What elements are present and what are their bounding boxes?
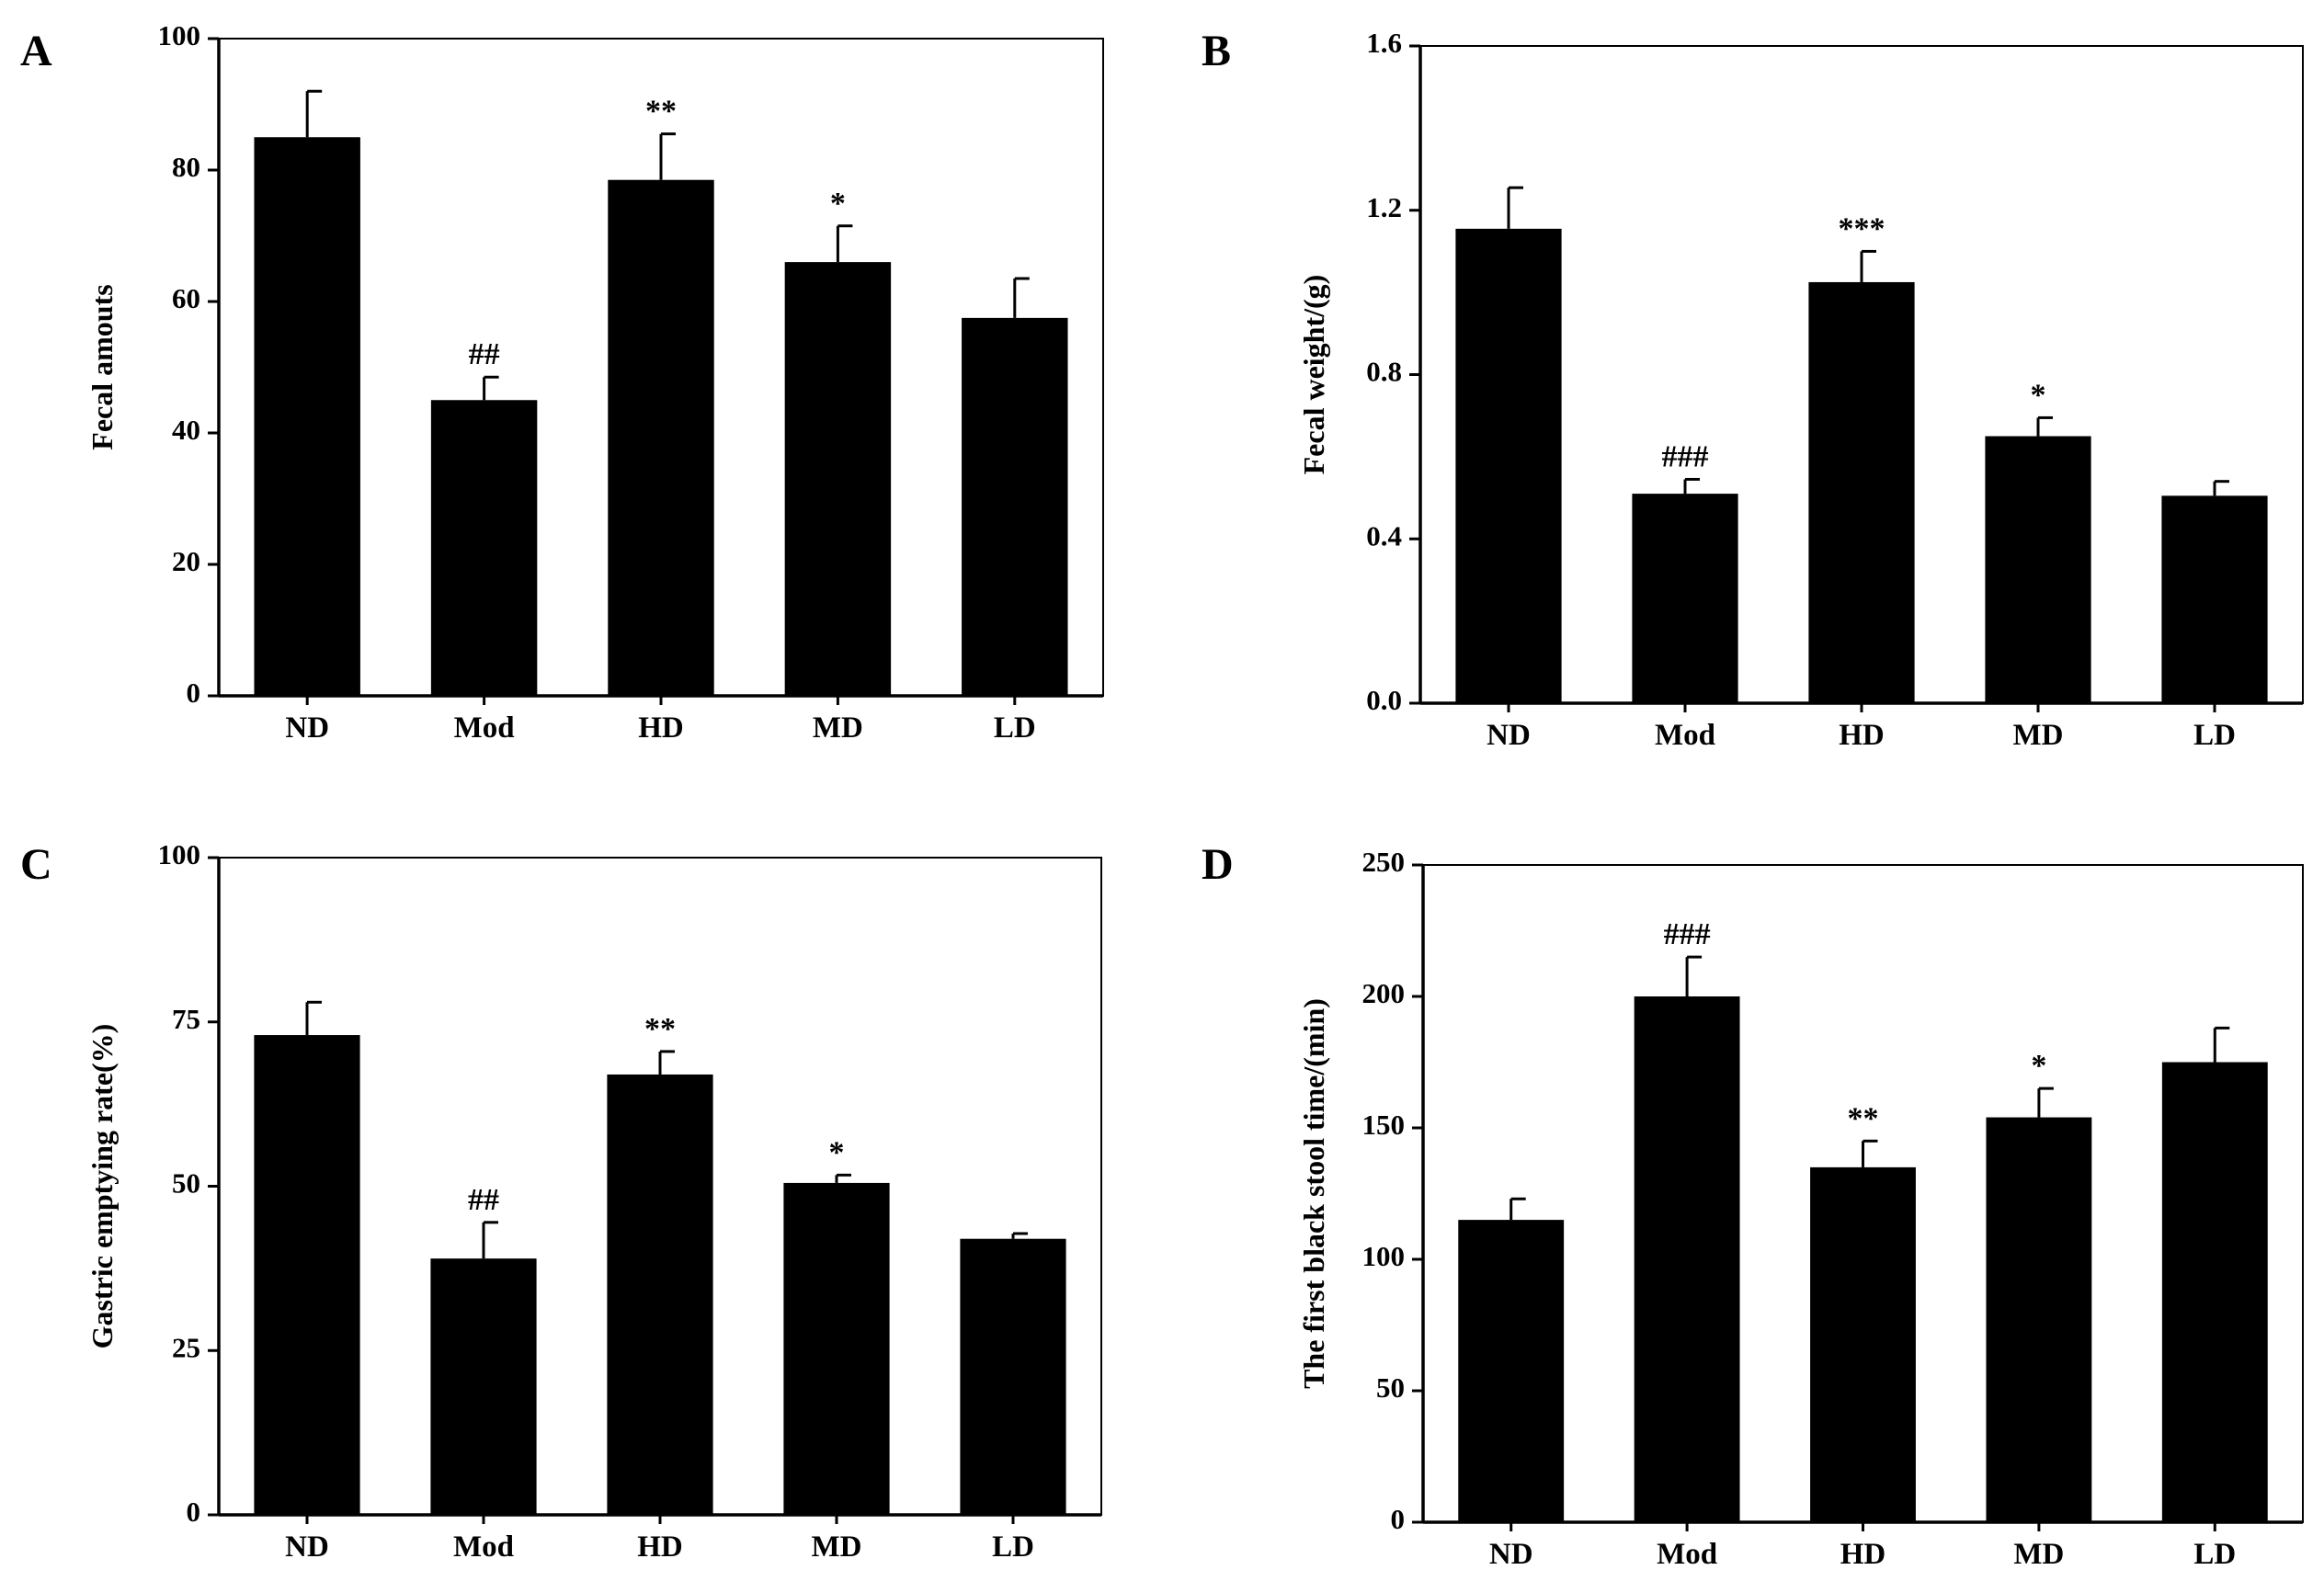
x-tick-label-hd: HD — [637, 1530, 683, 1564]
bar-hd — [1810, 1166, 1916, 1522]
bar-ld — [962, 317, 1068, 696]
y-tick-label: 150 — [1362, 1109, 1406, 1141]
y-tick-label: 0.8 — [1366, 356, 1402, 388]
bar-ld — [2161, 495, 2268, 703]
panel-label: B — [1202, 27, 1231, 75]
y-axis-label: Fecal weight/(g) — [1297, 275, 1330, 475]
y-tick-label: 250 — [1362, 846, 1406, 878]
significance-mark: * — [2031, 378, 2046, 412]
significance-mark: * — [829, 1135, 845, 1169]
panel-label: C — [20, 840, 52, 889]
significance-mark: * — [830, 187, 846, 221]
bar-mod — [1632, 494, 1738, 703]
y-tick-label: 100 — [158, 19, 201, 51]
chart-panel-b: B Fecal weight/(g) 0.0 0.4 0.8 1.2 1.6 ND ### Mod… — [1202, 27, 2304, 752]
bar-hd — [608, 179, 714, 697]
x-tick-label-ld: LD — [992, 1530, 1034, 1564]
bar-nd — [1455, 228, 1562, 703]
y-axis-label: The first black stool time/(min) — [1297, 998, 1330, 1389]
bar-ld — [2161, 1062, 2268, 1522]
x-tick-label-mod: Mod — [1655, 719, 1715, 752]
x-tick-label-md: MD — [2013, 719, 2064, 752]
significance-mark: ** — [644, 1012, 676, 1046]
x-tick-label-nd: ND — [1489, 1538, 1533, 1570]
x-tick-label-nd: ND — [285, 711, 329, 745]
y-tick-label: 50 — [172, 1167, 200, 1200]
panel-label: A — [20, 27, 52, 75]
significance-mark: ### — [1664, 917, 1711, 951]
x-tick-label-ld: LD — [2193, 1538, 2236, 1570]
bar-hd — [607, 1074, 713, 1515]
x-tick-label-mod: Mod — [453, 1530, 514, 1564]
y-tick-label: 80 — [172, 151, 200, 183]
bar-nd — [254, 137, 360, 696]
y-tick-label: 50 — [1376, 1371, 1405, 1404]
x-tick-label-nd: ND — [285, 1530, 329, 1564]
y-tick-label: 1.2 — [1366, 191, 1402, 223]
x-tick-label-hd: HD — [638, 711, 684, 745]
y-axis-label: Gastric emptying rate(%) — [85, 1024, 119, 1349]
x-tick-label-nd: ND — [1487, 719, 1531, 752]
x-tick-label-ld: LD — [994, 711, 1036, 745]
bar-ld — [960, 1238, 1066, 1515]
y-tick-label: 1.6 — [1366, 27, 1402, 59]
y-tick-label: 40 — [172, 414, 200, 446]
x-tick-label-hd: HD — [1839, 719, 1885, 752]
chart-panel-d: D The first black stool time/(min) 0 50 100 1… — [1202, 840, 2304, 1570]
chart-panel-c: C Gastric emptying rate(%) 0 25 50 75 100 ND ## M… — [20, 838, 1102, 1564]
y-tick-label: 0 — [187, 1496, 201, 1528]
bar-nd — [1458, 1220, 1565, 1522]
significance-mark: ### — [1662, 439, 1709, 473]
y-tick-label: 200 — [1362, 977, 1406, 1009]
bar-md — [784, 262, 892, 696]
bar-hd — [1808, 281, 1915, 703]
x-tick-label-md: MD — [813, 711, 863, 745]
x-tick-label-md: MD — [812, 1530, 862, 1564]
y-tick-label: 0 — [187, 677, 201, 709]
y-tick-label: 60 — [172, 282, 200, 314]
bar-mod — [1634, 996, 1740, 1522]
bar-md — [783, 1182, 890, 1515]
bar-md — [1986, 1117, 2092, 1522]
x-tick-label-md: MD — [2013, 1538, 2064, 1570]
y-axis-label: Fecal amouts — [85, 284, 119, 449]
y-tick-label: 0.4 — [1366, 519, 1402, 552]
bar-mod — [430, 400, 538, 696]
significance-mark: ** — [1848, 1101, 1879, 1135]
x-tick-label-hd: HD — [1840, 1538, 1886, 1570]
y-tick-label: 0 — [1391, 1503, 1406, 1535]
x-tick-label-mod: Mod — [454, 711, 515, 745]
y-tick-label: 75 — [172, 1003, 200, 1035]
panel-label: D — [1202, 840, 1234, 889]
bar-mod — [430, 1258, 537, 1515]
y-tick-label: 0.0 — [1366, 684, 1402, 716]
x-tick-label-mod: Mod — [1657, 1538, 1717, 1570]
chart-panel-a: A Fecal amouts 0 20 40 60 80 100 ND ## Mod ** HD * MD L… — [20, 19, 1104, 745]
significance-mark: *** — [1839, 211, 1885, 245]
y-tick-label: 100 — [158, 838, 201, 870]
significance-mark: ** — [645, 95, 677, 129]
significance-mark: * — [2031, 1049, 2046, 1083]
y-tick-label: 25 — [172, 1331, 200, 1363]
bar-nd — [254, 1035, 360, 1515]
y-tick-label: 100 — [1362, 1240, 1406, 1272]
bar-md — [1985, 436, 2091, 703]
x-tick-label-ld: LD — [2193, 719, 2236, 752]
significance-mark: ## — [469, 337, 500, 371]
y-tick-label: 20 — [172, 545, 200, 577]
significance-mark: ## — [468, 1183, 499, 1217]
